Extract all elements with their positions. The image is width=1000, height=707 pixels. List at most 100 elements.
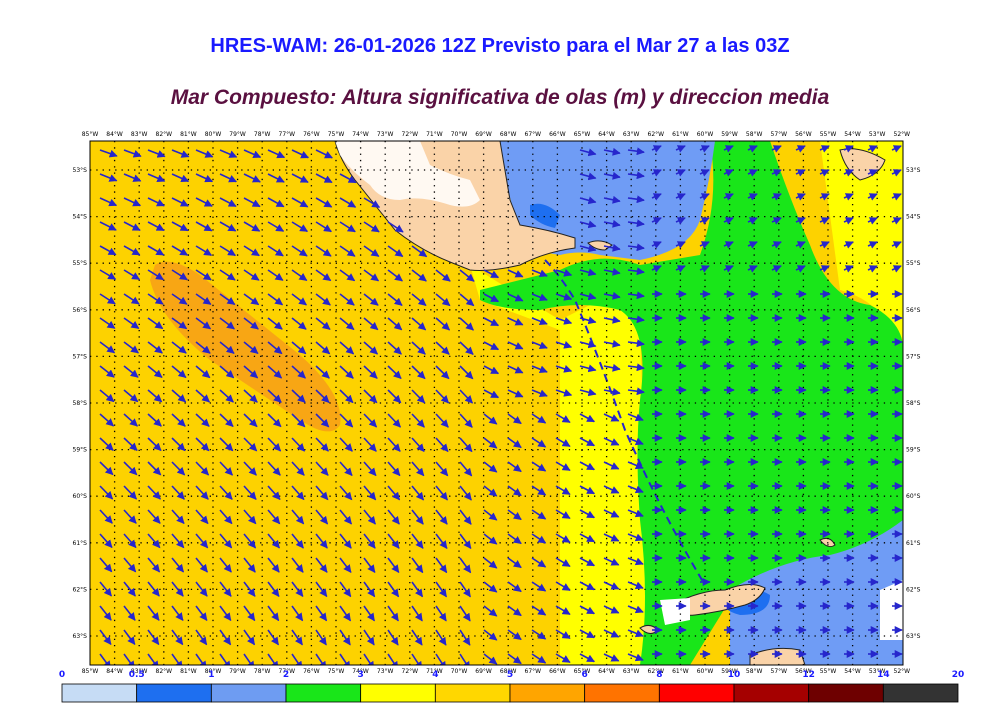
wave-arrow [339,509,353,525]
wave-arrow [387,317,403,331]
wave-arrow [627,629,644,638]
wave-arrow [171,269,188,281]
wave-arrow [99,317,116,329]
wave-arrow [363,341,379,355]
wave-arrow [243,557,256,573]
colorbar-swatch [360,683,436,703]
wave-arrow [891,265,902,273]
wave-arrow [291,533,304,549]
wave-arrow [219,413,234,428]
lat-label-left: 55°S [73,260,88,267]
wave-arrow [267,605,280,622]
wave-arrow [99,365,115,378]
wave-arrow [435,293,451,307]
wave-arrow [363,389,378,404]
wave-arrow [195,269,212,281]
wave-arrow [339,341,355,355]
colorbar-swatch [210,683,287,703]
wave-arrow [627,219,645,228]
colorbar-tick-labels: 0 0.5 1 2 3 4 5 6 8 10 12 14 20 [59,670,964,680]
wave-arrow [387,269,403,282]
wave-arrow [483,365,500,375]
wave-arrow [387,629,399,646]
wave-arrow [195,581,208,597]
wave-arrow [243,437,258,452]
wave-arrow [171,509,185,525]
lat-label-right: 57°S [906,353,921,360]
wave-arrow [795,217,806,225]
lat-label-left: 60°S [73,493,88,500]
lat-label-right: 61°S [906,540,921,547]
wave-arrow [99,509,113,524]
wave-arrow [387,509,400,525]
wave-arrow [579,509,596,519]
wave-arrow [363,581,376,598]
wave-arrow [123,629,136,646]
wave-arrow [723,265,734,273]
wave-arrow [531,341,548,350]
lon-label-bottom: 61°W [672,668,689,675]
wave-arrow [723,241,734,249]
wave-arrow [267,653,279,665]
wave-arrow [411,461,425,477]
wave-arrow [603,291,621,300]
wave-arrow [291,653,303,665]
wave-arrow [171,365,187,379]
lat-label-left: 57°S [73,353,88,360]
wave-arrow [507,533,522,545]
wave-arrow [627,557,644,566]
wave-arrow [411,605,423,622]
wave-arrow [147,293,164,305]
lon-label-bottom: 63°W [623,668,640,675]
wave-arrow [267,149,286,159]
wave-arrow [387,461,401,477]
wave-arrow [219,389,234,403]
wave-arrow [795,145,806,153]
lon-label-bottom: 60°W [697,668,714,675]
wave-arrow [243,653,255,665]
wave-arrow [315,149,333,159]
wave-arrow [579,485,596,495]
wave-arrow [195,605,208,622]
lon-label-bottom: 81°W [180,668,197,675]
colorbar-tick-label: 0.5 [129,670,145,680]
wave-arrow [579,629,596,639]
wave-arrow [99,461,114,476]
colorbar-tick-label: 0 [59,670,65,680]
wave-arrow [195,557,208,573]
lat-label-left: 56°S [73,307,88,314]
wave-arrow [387,485,401,501]
wave-arrow [411,341,426,355]
wave-arrow [291,461,305,476]
wave-arrow [627,533,644,542]
wave-arrow [291,437,306,452]
wave-arrow [219,605,232,622]
wave-arrow [747,265,758,273]
wave-arrow [483,317,500,327]
wave-arrow [579,557,596,567]
wave-arrow [819,169,830,177]
wave-arrow [627,195,645,204]
wave-arrow [171,461,186,476]
wave-arrow [267,509,281,525]
wave-arrow [243,197,261,208]
wave-arrow [579,653,596,663]
wave-arrow [99,245,117,256]
wave-arrow [99,293,116,305]
wave-arrow [315,245,332,257]
wave-arrow [867,265,878,273]
wave-arrow [291,341,307,355]
lon-label-bottom: 67°W [525,668,542,675]
wave-arrow [99,173,118,182]
lon-label-top: 63°W [623,131,640,138]
wave-arrow [651,265,662,273]
wave-arrow [771,265,782,273]
wave-arrow [243,269,260,281]
wave-arrow [387,365,402,380]
wave-arrow [435,557,448,574]
wave-arrow [771,145,782,153]
wave-arrow [123,221,141,231]
wave-arrow [195,389,211,403]
wave-arrow [459,581,471,598]
colorbar-tick-label: 12 [802,670,815,680]
